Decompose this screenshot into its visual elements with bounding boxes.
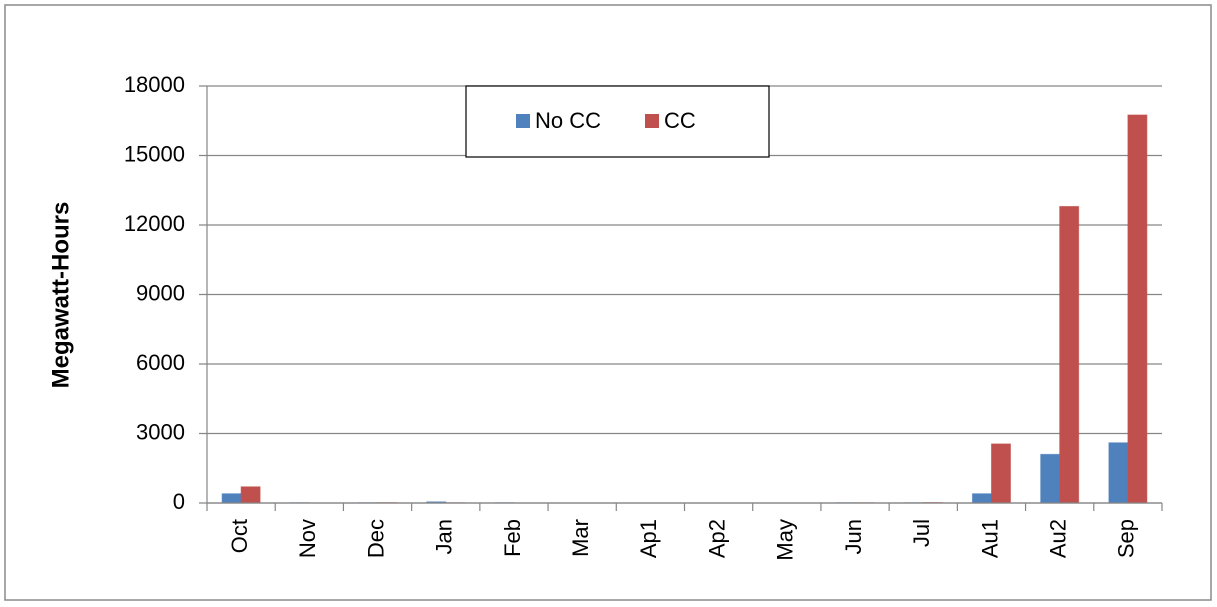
x-tick-label: Dec [363,519,388,558]
legend-swatch [645,114,659,128]
legend-label: No CC [535,108,601,133]
y-tick-label: 12000 [124,211,185,236]
bar [1059,205,1080,504]
x-tick-label: Nov [295,519,320,558]
y-tick-label: 0 [173,489,185,514]
y-tick-label: 18000 [124,72,185,97]
bar [221,493,242,504]
y-tick-label: 15000 [124,141,185,166]
bar [971,493,992,504]
y-tick-label: 3000 [136,419,185,444]
legend-swatch [516,114,530,128]
legend-box [465,85,770,158]
bar [240,486,261,504]
legend-label: CC [664,108,696,133]
x-tick-label: May [773,519,798,561]
x-tick-label: Oct [227,519,252,553]
y-tick-label: 6000 [136,350,185,375]
x-tick-label: Jun [841,519,866,554]
y-axis-title: Megawatt-Hours [47,202,74,389]
x-tick-label: Au2 [1045,519,1070,558]
bar [1108,442,1129,504]
y-tick-label: 9000 [136,280,185,305]
x-tick-label: Ap2 [704,519,729,558]
bar [1040,453,1061,504]
x-tick-label: Sep [1114,519,1139,558]
x-tick-label: Mar [568,519,593,557]
x-tick-label: Jul [909,519,934,547]
bar [990,443,1011,504]
x-tick-label: Jan [432,519,457,554]
x-tick-label: Feb [500,519,525,557]
x-tick-label: Au1 [977,519,1002,558]
x-tick-label: Ap1 [636,519,661,558]
bar [1127,114,1148,504]
